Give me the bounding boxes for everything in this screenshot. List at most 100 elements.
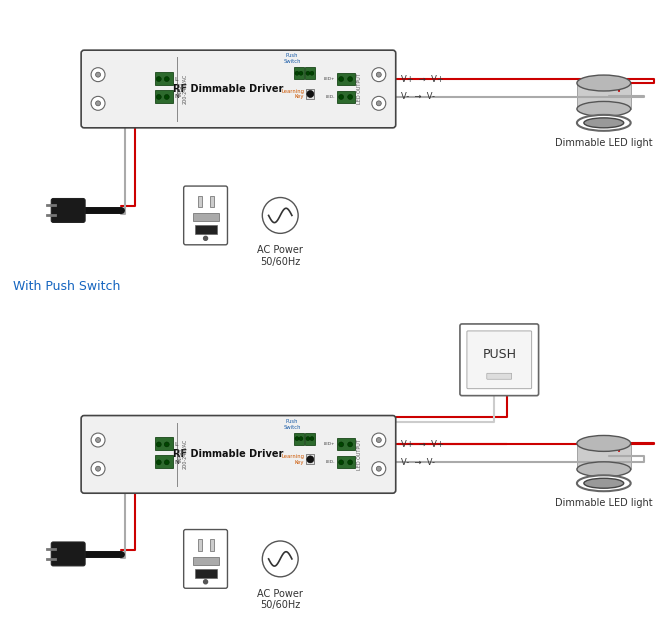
FancyBboxPatch shape bbox=[487, 373, 512, 379]
FancyBboxPatch shape bbox=[337, 438, 355, 450]
Circle shape bbox=[164, 460, 169, 465]
FancyBboxPatch shape bbox=[194, 569, 216, 578]
Circle shape bbox=[339, 442, 343, 447]
Text: N: N bbox=[175, 460, 180, 465]
FancyBboxPatch shape bbox=[155, 455, 173, 468]
Text: V-  →  V-: V- → V- bbox=[401, 458, 435, 467]
Ellipse shape bbox=[577, 436, 631, 451]
Ellipse shape bbox=[577, 475, 631, 491]
Circle shape bbox=[307, 90, 314, 97]
Circle shape bbox=[295, 71, 299, 75]
Circle shape bbox=[204, 580, 208, 584]
Circle shape bbox=[96, 438, 101, 443]
Circle shape bbox=[96, 101, 101, 106]
FancyBboxPatch shape bbox=[337, 91, 355, 103]
Circle shape bbox=[96, 466, 101, 472]
Circle shape bbox=[376, 438, 381, 443]
FancyBboxPatch shape bbox=[198, 196, 202, 208]
Circle shape bbox=[347, 442, 353, 447]
Text: Learning
Key: Learning Key bbox=[281, 88, 305, 99]
FancyBboxPatch shape bbox=[467, 331, 532, 389]
FancyBboxPatch shape bbox=[155, 72, 173, 85]
FancyBboxPatch shape bbox=[460, 324, 538, 396]
FancyBboxPatch shape bbox=[307, 89, 314, 99]
FancyBboxPatch shape bbox=[307, 455, 314, 465]
Circle shape bbox=[164, 76, 169, 82]
Text: N: N bbox=[175, 95, 180, 100]
Circle shape bbox=[339, 460, 343, 465]
Text: LED OUTPUT: LED OUTPUT bbox=[357, 439, 361, 470]
Circle shape bbox=[299, 436, 303, 441]
Circle shape bbox=[299, 71, 303, 75]
Circle shape bbox=[310, 436, 314, 441]
FancyBboxPatch shape bbox=[210, 196, 214, 208]
Circle shape bbox=[347, 460, 353, 465]
Circle shape bbox=[156, 442, 161, 447]
Text: LED OUTPUT: LED OUTPUT bbox=[357, 73, 361, 104]
Ellipse shape bbox=[577, 75, 631, 91]
FancyBboxPatch shape bbox=[337, 456, 355, 468]
FancyBboxPatch shape bbox=[198, 539, 202, 551]
FancyBboxPatch shape bbox=[155, 438, 173, 450]
Circle shape bbox=[263, 198, 298, 233]
Circle shape bbox=[164, 442, 169, 447]
Circle shape bbox=[91, 97, 105, 110]
Text: Learning
Key: Learning Key bbox=[281, 454, 305, 465]
FancyBboxPatch shape bbox=[210, 539, 214, 551]
Circle shape bbox=[372, 68, 385, 82]
Ellipse shape bbox=[584, 478, 624, 488]
Text: LED-: LED- bbox=[326, 460, 335, 465]
FancyBboxPatch shape bbox=[81, 416, 395, 493]
Circle shape bbox=[307, 456, 314, 463]
Circle shape bbox=[376, 72, 381, 77]
Text: AC Power
50/60Hz: AC Power 50/60Hz bbox=[257, 589, 303, 610]
FancyBboxPatch shape bbox=[184, 530, 228, 588]
Circle shape bbox=[372, 461, 385, 476]
Circle shape bbox=[347, 95, 353, 100]
Text: RF Dimmable Driver: RF Dimmable Driver bbox=[173, 84, 284, 94]
Circle shape bbox=[376, 101, 381, 106]
FancyBboxPatch shape bbox=[81, 50, 395, 128]
FancyBboxPatch shape bbox=[294, 67, 304, 79]
FancyBboxPatch shape bbox=[51, 199, 85, 223]
FancyBboxPatch shape bbox=[305, 67, 315, 79]
Circle shape bbox=[263, 541, 298, 577]
FancyBboxPatch shape bbox=[192, 557, 218, 565]
Text: V+  →  V+: V+ → V+ bbox=[401, 75, 444, 83]
Text: V-  →  V-: V- → V- bbox=[401, 92, 435, 102]
Text: With Push Switch: With Push Switch bbox=[13, 280, 121, 293]
FancyBboxPatch shape bbox=[192, 213, 218, 221]
Ellipse shape bbox=[577, 462, 631, 477]
Circle shape bbox=[295, 436, 299, 441]
Text: LED+: LED+ bbox=[324, 77, 335, 81]
Ellipse shape bbox=[577, 102, 631, 117]
Text: RF Dimmable Driver: RF Dimmable Driver bbox=[173, 450, 284, 460]
FancyBboxPatch shape bbox=[155, 90, 173, 103]
Circle shape bbox=[306, 436, 310, 441]
Text: INPUT
200-240VAC: INPUT 200-240VAC bbox=[177, 74, 188, 104]
Circle shape bbox=[204, 236, 208, 240]
Text: L: L bbox=[175, 76, 178, 82]
Text: AC Power
50/60Hz: AC Power 50/60Hz bbox=[257, 245, 303, 267]
Circle shape bbox=[347, 76, 353, 82]
Circle shape bbox=[339, 76, 343, 82]
Text: Dimmable LED light: Dimmable LED light bbox=[555, 138, 653, 148]
Circle shape bbox=[164, 95, 169, 100]
Circle shape bbox=[372, 97, 385, 110]
Circle shape bbox=[339, 95, 343, 100]
FancyBboxPatch shape bbox=[294, 433, 304, 445]
Ellipse shape bbox=[577, 115, 631, 131]
Circle shape bbox=[96, 72, 101, 77]
Circle shape bbox=[372, 433, 385, 447]
FancyBboxPatch shape bbox=[577, 83, 631, 109]
FancyBboxPatch shape bbox=[194, 225, 216, 234]
Text: Push
Switch: Push Switch bbox=[283, 419, 301, 429]
FancyBboxPatch shape bbox=[577, 443, 631, 469]
Circle shape bbox=[156, 460, 161, 465]
Text: LED-: LED- bbox=[326, 95, 335, 99]
Ellipse shape bbox=[584, 118, 624, 128]
Text: LED+: LED+ bbox=[324, 443, 335, 446]
Circle shape bbox=[306, 71, 310, 75]
FancyBboxPatch shape bbox=[51, 542, 85, 566]
Circle shape bbox=[91, 433, 105, 447]
